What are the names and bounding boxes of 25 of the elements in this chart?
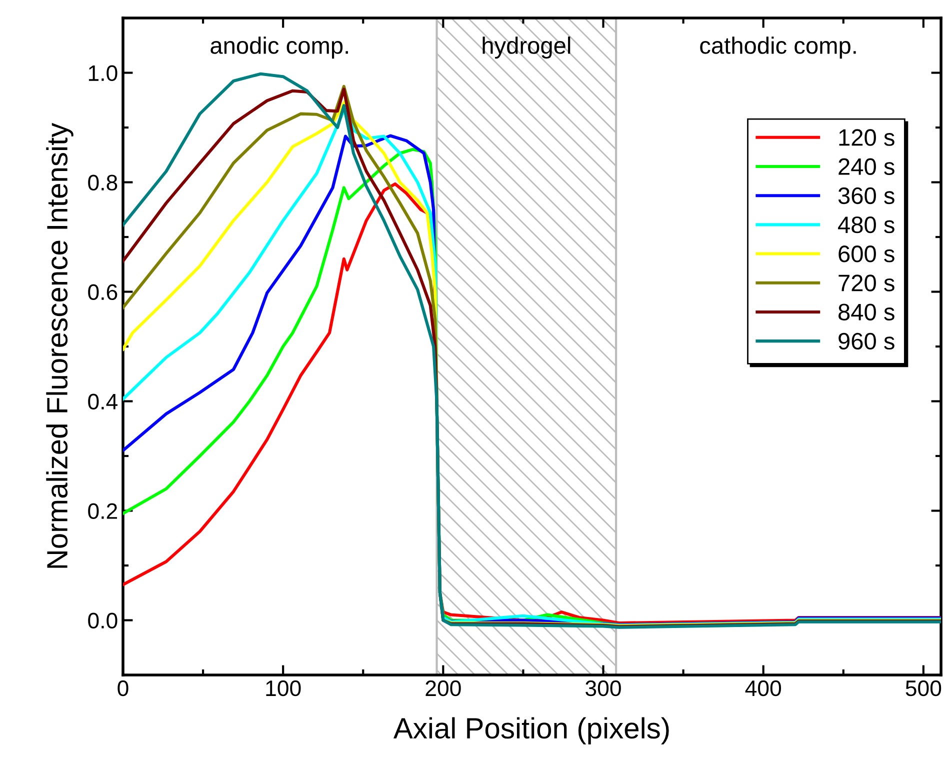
x-tick-label: 400 (745, 680, 782, 696)
x-tick-label: 300 (586, 680, 621, 696)
y-tick-label: 1.0 (88, 65, 118, 82)
x-tick-label: 100 (266, 680, 301, 696)
y-tick-label: 0.0 (88, 612, 118, 629)
annotation: cathodic comp. (700, 36, 856, 59)
y-tick-label: 0.6 (88, 284, 118, 300)
y-tick-label: 0.8 (88, 174, 118, 191)
x-axis-title: Axial Position (pixels) (393, 717, 669, 744)
legend-label: 240 s (838, 158, 894, 175)
legend-label: 600 s (838, 246, 894, 262)
annotation: anodic comp. (210, 36, 348, 59)
band-label: hydrogel (482, 36, 570, 59)
legend-label: 360 s (838, 187, 894, 204)
y-axis-title: Normalized Fluorescence Intensity (46, 122, 74, 568)
legend-label: 840 s (838, 304, 894, 320)
legend-label: 720 s (838, 274, 894, 292)
x-tick-label: 0 (118, 680, 128, 696)
legend-label: 120 s (839, 129, 894, 146)
x-tick-label: 500 (906, 680, 942, 696)
y-tick-label: 0.4 (88, 394, 118, 410)
legend-label: 960 s (838, 332, 894, 350)
x-tick-label: 200 (426, 680, 461, 696)
y-tick-label: 0.2 (88, 503, 118, 520)
legend-label: 480 s (838, 216, 894, 234)
